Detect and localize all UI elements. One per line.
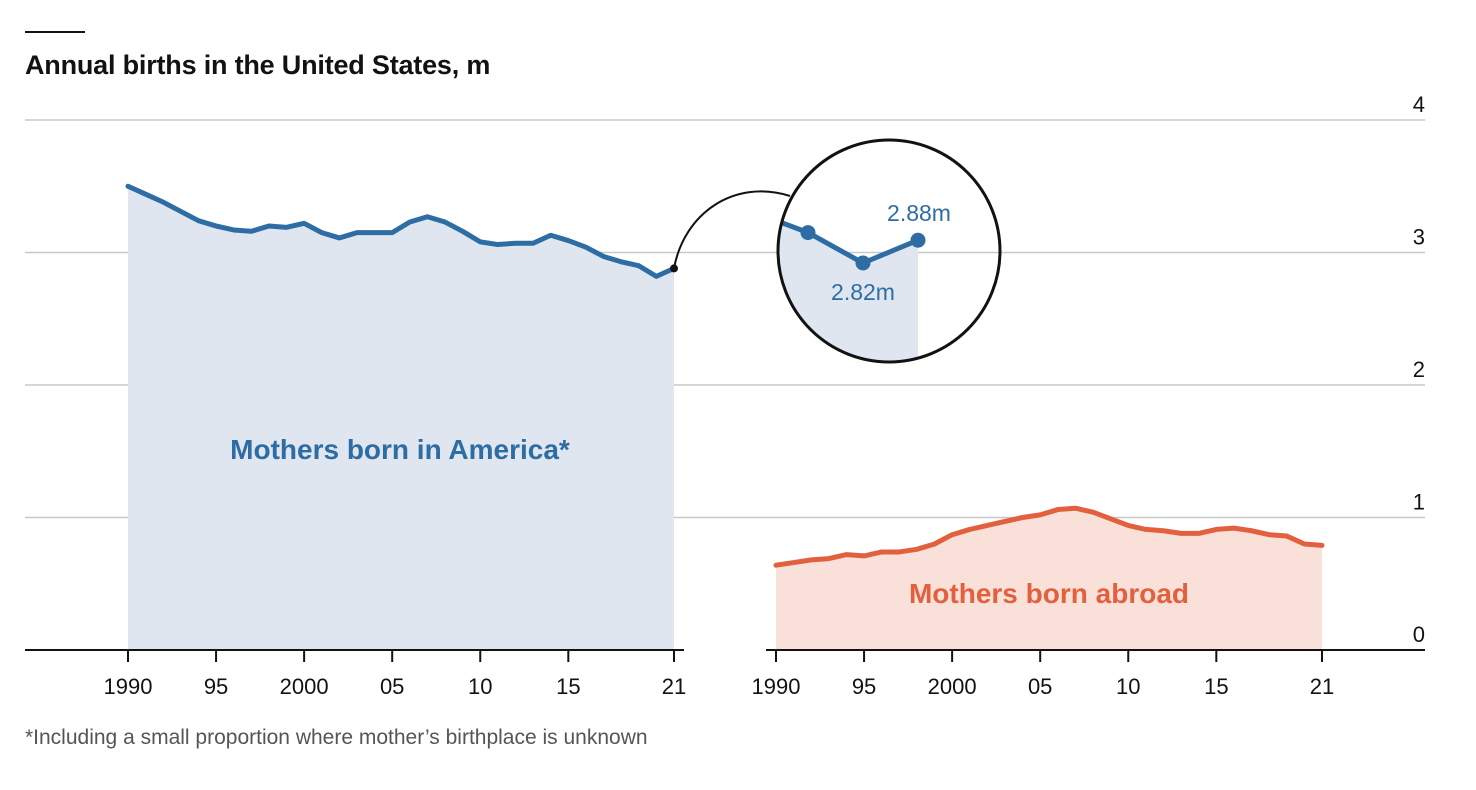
x-tick-label: 15 <box>556 674 580 699</box>
callout-point <box>800 225 816 241</box>
area-mothers-born-in-america <box>128 186 674 650</box>
callout-line <box>778 212 919 266</box>
title-rule <box>25 31 85 33</box>
x-tick-label: 05 <box>1028 674 1052 699</box>
line-mothers-born-abroad <box>773 505 1325 568</box>
series-labels: Mothers born in America* Mothers born abr… <box>230 434 1189 609</box>
series-label-mothers-born-in-america: Mothers born in America* <box>230 434 570 465</box>
x-tick-label: 10 <box>1116 674 1140 699</box>
x-tick-label: 2000 <box>280 674 329 699</box>
x-tick-label: 1990 <box>752 674 801 699</box>
callout-point <box>910 232 926 248</box>
x-tick-label: 95 <box>852 674 876 699</box>
x-tick-label: 21 <box>662 674 686 699</box>
y-tick-label: 3 <box>1413 225 1425 250</box>
series-label-mothers-born-abroad: Mothers born abroad <box>909 578 1189 609</box>
y-tick-label: 1 <box>1413 490 1425 515</box>
x-tick-label: 21 <box>1310 674 1334 699</box>
x-tick-label: 05 <box>380 674 404 699</box>
callout-label-2020: 2.82m <box>831 279 895 305</box>
x-tick-label: 95 <box>204 674 228 699</box>
y-tick-label: 0 <box>1413 622 1425 647</box>
y-tick-label: 4 <box>1413 92 1425 117</box>
x-tick-label: 10 <box>468 674 492 699</box>
chart-title: Annual births in the United States, m <box>25 50 491 80</box>
callout-circle <box>776 138 1002 364</box>
line-mothers-born-in-america <box>125 183 677 279</box>
callout-label-2021: 2.88m <box>887 200 951 226</box>
x-tick-label: 15 <box>1204 674 1228 699</box>
zoom-callout: 2.82m 2.88m <box>670 138 1002 364</box>
footnote: *Including a small proportion where moth… <box>25 726 648 749</box>
x-axes: 1990 95 2000 05 10 15 21 1990 95 2000 05 10 15 21 <box>25 649 1425 699</box>
callout-connector <box>673 190 791 269</box>
x-tick-label: 2000 <box>928 674 977 699</box>
callout-point <box>855 255 871 271</box>
x-tick-label: 1990 <box>104 674 153 699</box>
area-mothers-born-abroad <box>776 508 1322 650</box>
y-tick-label: 2 <box>1413 357 1425 382</box>
series-areas <box>125 183 1325 650</box>
